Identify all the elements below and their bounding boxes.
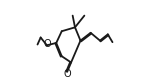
Text: O: O bbox=[44, 39, 51, 49]
Text: O: O bbox=[63, 69, 71, 79]
